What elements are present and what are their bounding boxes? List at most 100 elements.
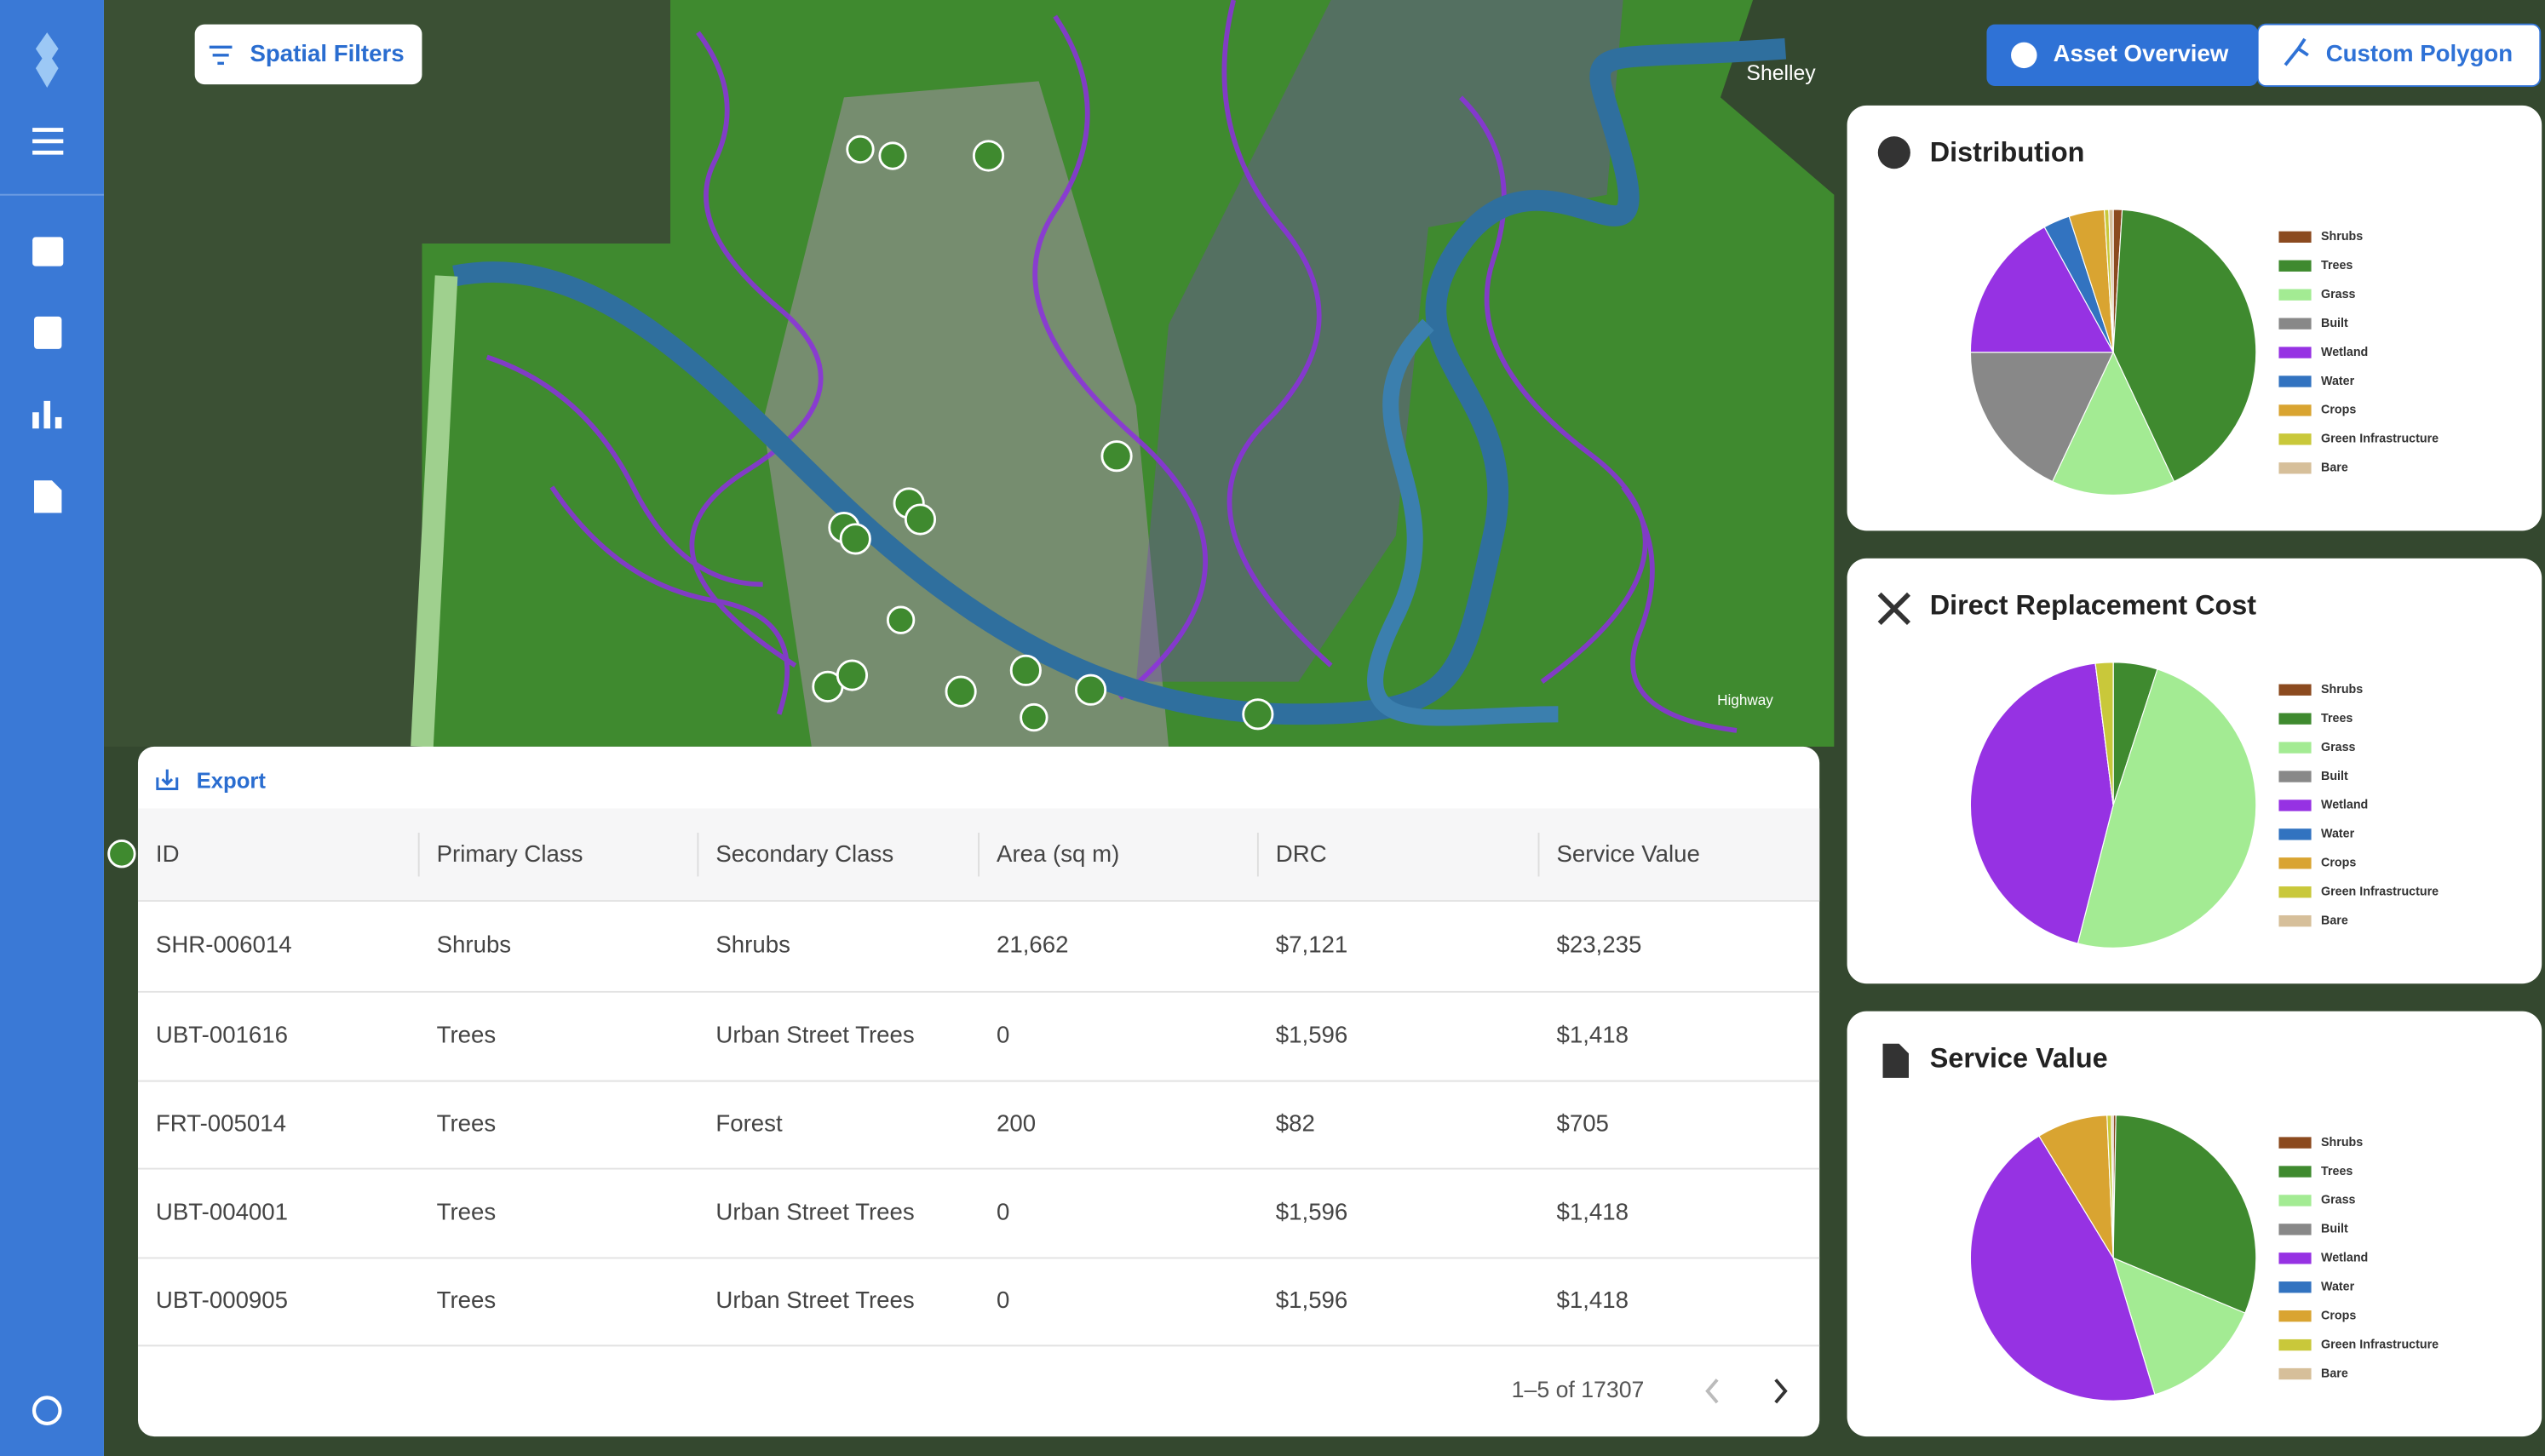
chart-icon[interactable] (32, 400, 62, 429)
legend-swatch (2278, 1195, 2312, 1207)
legend-label: Bare (2321, 914, 2348, 927)
map-label: Highway (1717, 691, 1773, 708)
table-card: Export 1–5 of 17307 ID Primary Class Secon… (137, 746, 1820, 1437)
legend-swatch (2278, 771, 2312, 782)
panel-title: Direct Replacement Cost (1930, 590, 2257, 621)
table-cell: 21,662 (997, 931, 1068, 958)
table-cell: Shrubs (437, 931, 512, 958)
next-page[interactable] (1774, 1379, 1788, 1404)
legend-label: Green Infrastructure (2321, 886, 2439, 899)
legend-label: Bare (2321, 461, 2348, 475)
legend-label: Shrubs (2321, 230, 2363, 244)
table-cell: $7,121 (1276, 931, 1347, 958)
legend-swatch (2278, 1367, 2312, 1380)
clipboard-icon[interactable] (34, 316, 62, 349)
pie-slice (2077, 668, 2257, 949)
legend-label: Wetland (2321, 1252, 2368, 1265)
river-branch (1367, 318, 1559, 726)
terrain (103, 0, 682, 747)
panel-icon (1877, 136, 1910, 169)
legend-swatch (2278, 857, 2312, 869)
pagination-label: 1–5 of 17307 (1512, 1377, 1645, 1402)
archive-icon[interactable] (32, 237, 64, 267)
built-area (762, 81, 1169, 747)
spatial-filters-button[interactable]: Spatial Filters (194, 24, 422, 85)
legend-label: Green Infrastructure (2321, 1338, 2439, 1351)
table-cell: UBT-004001 (156, 1198, 288, 1224)
table-cell: Urban Street Trees (715, 1198, 914, 1224)
legend-label: Wetland (2321, 799, 2368, 812)
table-cell: $1,596 (1276, 1022, 1347, 1048)
panel-icon (1882, 1043, 1909, 1078)
legend-label: Grass (2321, 741, 2356, 754)
table-cell: 200 (997, 1109, 1036, 1136)
table-cell: UBT-001616 (156, 1022, 288, 1048)
legend-swatch (2278, 433, 2312, 445)
legend-swatch (2278, 289, 2312, 301)
table-cell: $1,418 (1556, 1198, 1628, 1224)
button-label[interactable]: Spatial Filters (250, 40, 404, 66)
legend-label: Built (2321, 770, 2348, 783)
logo[interactable] (35, 32, 59, 88)
button-bg[interactable] (2256, 23, 2542, 87)
table-cell: Trees (437, 1198, 497, 1224)
table-cell: $1,418 (1556, 1022, 1628, 1048)
legend-label: Wetland (2321, 346, 2368, 359)
legend-swatch (2278, 1310, 2312, 1322)
legend-swatch (2278, 231, 2312, 243)
asset-points (107, 135, 1274, 868)
legend-swatch (2278, 1166, 2312, 1178)
legend-swatch (2278, 713, 2312, 725)
table-cell: Urban Street Trees (715, 1022, 914, 1048)
button-label[interactable]: Asset Overview (2054, 40, 2229, 66)
table-cell: $705 (1556, 1109, 1608, 1136)
legend-label: Crops (2321, 857, 2356, 870)
legend-swatch (2278, 1253, 2312, 1264)
legend-label: Bare (2321, 1367, 2348, 1380)
legend-swatch (2278, 404, 2312, 416)
pie-slice (2051, 351, 2175, 496)
river (452, 37, 1787, 725)
menu-icon[interactable] (32, 128, 64, 155)
chart-panels: Distribution Direct Replacement Cost Ser… (1847, 105, 2542, 1437)
button-icon (2284, 37, 2309, 66)
table-cell: Trees (437, 1109, 497, 1136)
pie-slice (2112, 1257, 2246, 1396)
legend-swatch (2278, 684, 2312, 696)
legend-label: Grass (2321, 1194, 2356, 1207)
button-label[interactable]: Custom Polygon (2326, 40, 2513, 66)
legend-label: Water (2321, 1281, 2355, 1294)
legend-label: Built (2321, 1223, 2348, 1236)
table-cell: UBT-000905 (156, 1287, 288, 1313)
pie-slice (2111, 1115, 2114, 1258)
prev-page[interactable] (1705, 1379, 1719, 1404)
custom-polygon-button[interactable]: Custom Polygon (2256, 23, 2542, 87)
legend-swatch (2278, 347, 2312, 358)
table-cell: 0 (997, 1287, 1009, 1313)
export-icon[interactable] (156, 769, 179, 791)
legend-label: Crops (2321, 404, 2356, 417)
pie-slice (1969, 352, 2115, 483)
pie-slice (2112, 1115, 2257, 1314)
panel-title: Service Value (1930, 1042, 2108, 1073)
legend-swatch (2278, 1224, 2312, 1235)
wetland-lines (485, 0, 1738, 733)
button-icon (2011, 42, 2037, 69)
legend-label: Trees (2321, 1165, 2353, 1178)
legend-label: Shrubs (2321, 1136, 2363, 1149)
legend-label: Shrubs (2321, 683, 2363, 696)
power-icon[interactable] (32, 1396, 62, 1425)
document-icon[interactable] (34, 480, 62, 513)
legend-swatch (2278, 828, 2312, 840)
column-header: ID (156, 840, 180, 867)
table-cell: FRT-005014 (156, 1109, 286, 1136)
pie-slice (1969, 662, 2114, 944)
legend-label: Water (2321, 375, 2355, 388)
button-bg[interactable] (1986, 24, 2258, 87)
export-button[interactable]: Export (197, 770, 267, 794)
table-cell: $1,596 (1276, 1287, 1347, 1313)
asset-overview-button[interactable]: Asset Overview (1986, 24, 2258, 87)
button-bg[interactable] (194, 24, 422, 85)
legend-swatch (2278, 914, 2312, 927)
